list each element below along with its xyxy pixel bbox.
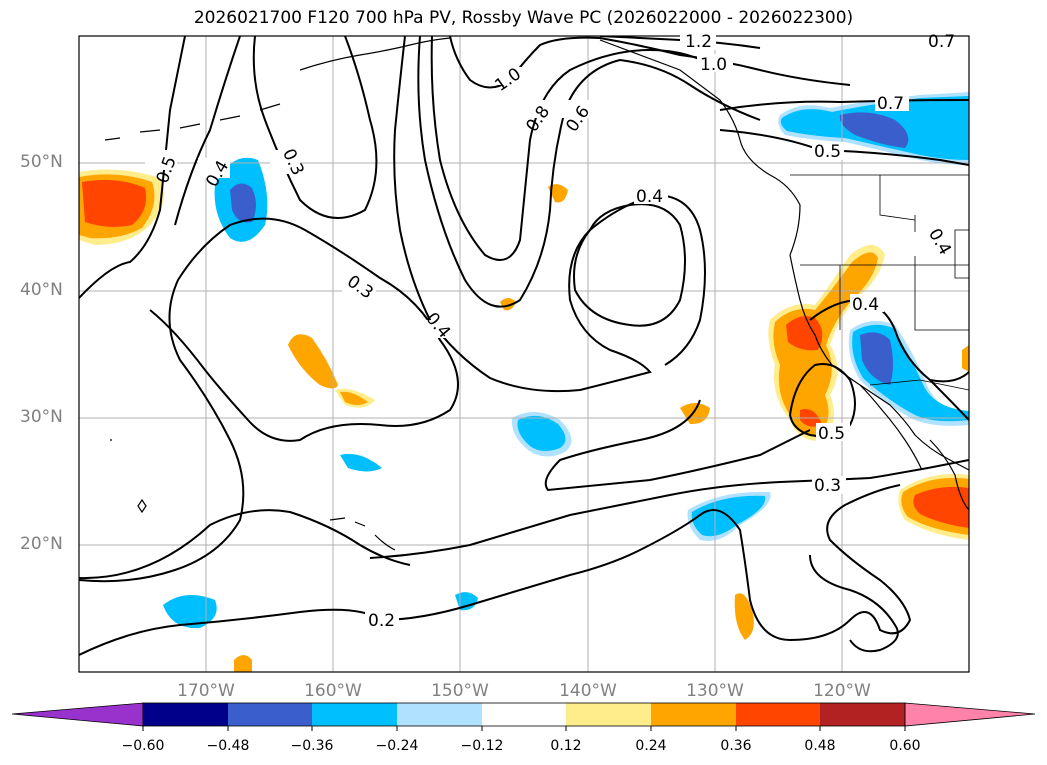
us-west-coast [789,254,970,471]
colorbar-frame [142,702,906,727]
anomaly-pos-160w [288,334,338,389]
anomaly-pos-128w [734,593,754,640]
colorbar-tick-label: 0.48 [804,738,836,754]
lat-label-50n: 50°N [20,152,63,172]
anomaly-pos-w50-core [82,180,147,227]
contour-label: 0.5 [814,142,841,162]
lon-label-130w: 130°W [686,681,744,701]
bc-coast [599,39,801,256]
contour-label: 1.0 [700,55,727,75]
lon-label-160w: 160°W [304,681,362,701]
colorbar-tick-label: −0.24 [375,738,419,754]
contour-label: 0.4 [636,187,663,207]
anomaly-neg-158w [340,453,382,472]
contour-0.4-west [174,36,241,226]
colorbar-tick-label: −0.60 [121,738,165,754]
island-dot-172w [137,498,147,514]
anomaly-neg-north-core [839,112,909,148]
lon-label-170w: 170°W [177,681,235,701]
colorbar-bin [397,703,482,726]
contour-label: 1.2 [685,32,712,52]
colorbar-tick-label: −0.36 [290,738,334,754]
hawaii [329,517,396,551]
contour-0.6 [417,36,761,308]
pv-contours [79,36,969,656]
contour-0.3-loop [252,36,378,219]
alaska-peninsula [299,37,451,71]
contour-label: 0.2 [368,611,395,631]
colorbar-extend-min [11,702,144,727]
plot-frame [78,35,970,673]
anomaly-neg-145w-mid [517,415,566,452]
contour-label: 0.5 [818,424,845,444]
contour-0.4-bottom [929,379,969,421]
border-north-seg [879,175,916,221]
contour-0.3-east [369,459,969,559]
anomaly-pos-170w [234,655,252,672]
colorbar-tick-label: 0.36 [720,738,752,754]
colorbar-tick-label: −0.12 [460,738,504,754]
contour-1.0 [449,36,851,89]
colorbar-tick-label: 0.12 [550,738,582,754]
colorbar-bin [566,703,651,726]
lat-label-30n: 30°N [20,407,63,427]
contour-label-group: 1.2 1.0 1.0 0.8 0.6 0.7 0.7 0.5 0.5 0.4 … [145,32,955,631]
colorbar-bin [228,703,312,726]
colorbar-tick-label: 0.24 [635,738,667,754]
contour-0.8 [430,36,721,261]
anomaly-neg-sw-core [860,332,893,385]
contour-0.4-east [809,298,969,383]
mainland-mexico [929,439,970,511]
contour-0.3-lower [79,509,411,580]
contour-0.5-sw [788,363,856,438]
colorbar-bin [736,703,820,726]
contour-0.7 [719,99,969,111]
baja-coast [859,384,923,471]
anomaly-pos-subtrop-core [913,486,969,528]
colorbar [11,702,1036,731]
colorbar-bin [143,703,228,726]
contour-label: 0.4 [852,295,879,315]
aleutian-islands [104,103,281,141]
colorbar-bin [312,703,397,726]
contour-0.2-lower [809,554,899,653]
colorbar-ticks [142,726,906,731]
contour-0.5-mid [544,399,811,492]
anomaly-neg-150w [455,592,478,611]
contour-label: 0.3 [814,476,841,496]
anomaly-neg-167w-core [230,183,256,223]
lat-label-20n: 20°N [20,534,63,554]
contour-0.2 [79,484,912,656]
lat-label-40n: 40°N [20,280,63,300]
coastlines [104,37,970,551]
anomaly-pos-edge [962,345,969,372]
state-line-4 [954,229,970,279]
anomaly-pos-143w [548,184,568,203]
map-title: 2026021700 F120 700 hPa PV, Rossby Wave … [193,8,854,28]
contour-west-0.5 [79,36,186,299]
anomaly-pos-157w-mid [340,391,368,405]
contour-label: 0.3 [343,272,377,304]
colorbar-bin [482,703,566,726]
lon-label-120w: 120°W [813,681,871,701]
lon-label-140w: 140°W [559,681,617,701]
colorbar-extend-max [904,702,1036,727]
anomaly-neg-172w [163,595,217,629]
lon-label-150w: 150°W [431,681,489,701]
contour-0.4-center [393,36,706,393]
colorbar-bin [651,703,736,726]
contour-label: 0.7 [877,94,904,114]
colorbar-bin [820,703,905,726]
colorbar-tick-label: −0.48 [206,738,250,754]
anomaly-pos-coast-core [786,316,823,351]
contour-0.4-ring [573,203,686,327]
contour-0.3-big [79,217,459,583]
colorbar-tick-label: 0.60 [889,738,921,754]
contour-label: 0.7 [928,32,955,52]
us-mexico-border [869,379,970,391]
